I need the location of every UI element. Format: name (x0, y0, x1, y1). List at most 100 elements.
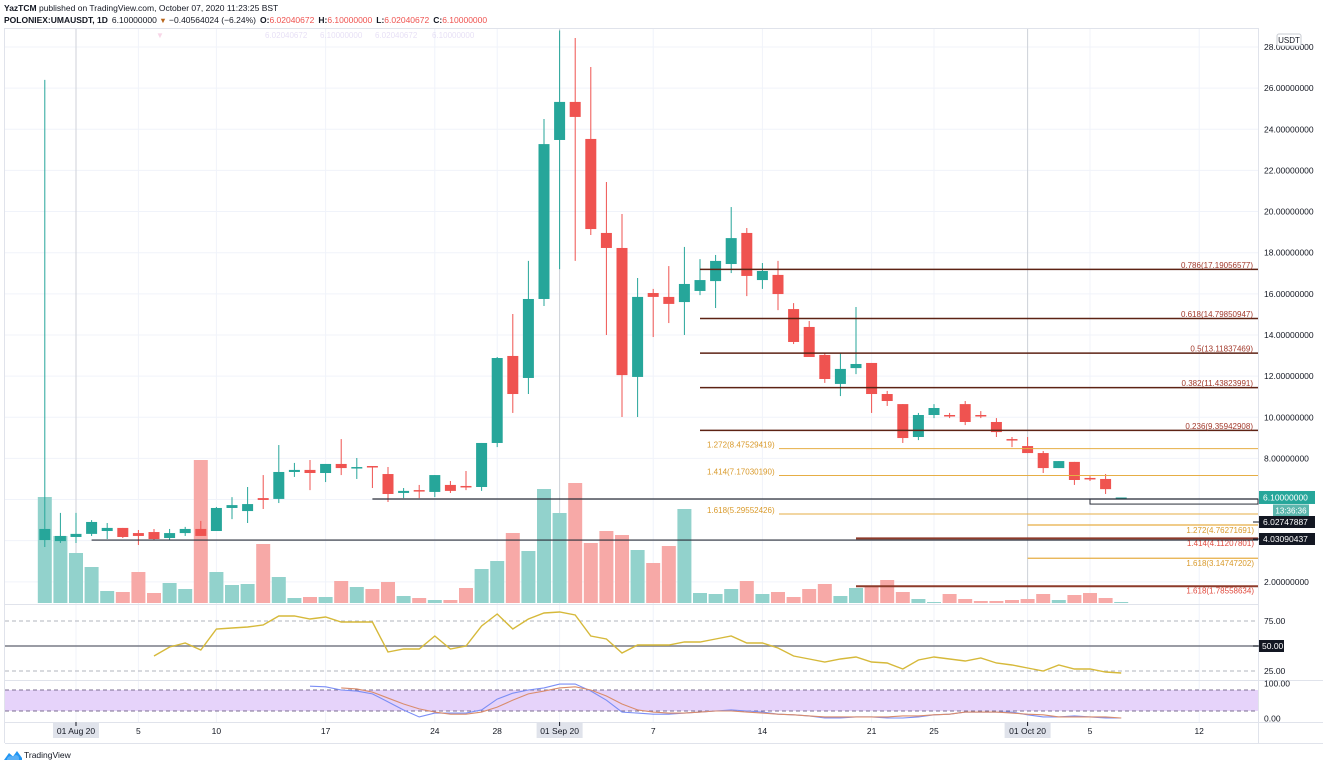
candlestick (211, 507, 222, 531)
volume-bar (131, 572, 145, 603)
brand-name: TradingView (24, 750, 71, 760)
price-axis[interactable] (1258, 28, 1323, 743)
fib-extension-red-label: 1.618(1.78558634) (1186, 587, 1254, 596)
volume-bar (818, 584, 832, 603)
candlestick (86, 520, 97, 536)
candle-body (819, 355, 830, 379)
high-label: H: (318, 15, 327, 25)
candle-body (102, 528, 113, 531)
candlestick (117, 528, 128, 538)
candle-body (336, 464, 347, 468)
candlestick (492, 357, 503, 447)
price-axis-label: 10.00000000 (1264, 412, 1314, 422)
close-label: C: (433, 15, 442, 25)
stoch-axis-label: 0.00 (1264, 714, 1281, 724)
volume-bar (475, 569, 489, 603)
tradingview-brand-link[interactable]: TradingView (4, 747, 71, 763)
ghost-value: 6.02040672 (265, 31, 307, 40)
candle-body (913, 415, 924, 437)
chart-panes[interactable] (5, 28, 1323, 743)
time-axis-label: 10 (212, 726, 222, 736)
open-value: 6.02040672 (269, 15, 314, 25)
volume-bar (599, 531, 613, 603)
price-axis-label: 22.00000000 (1264, 165, 1314, 175)
candle-body (679, 284, 690, 302)
volume-bar (771, 592, 785, 603)
volume-bar (833, 596, 847, 603)
candle-body (367, 466, 378, 468)
fib-extension-label: 1.618(5.29552426) (707, 506, 775, 515)
candle-body (86, 522, 97, 534)
volume-bar (303, 597, 317, 603)
volume-bar (958, 599, 972, 603)
price-axis-label: 26.00000000 (1264, 83, 1314, 93)
volume-bar (537, 489, 551, 603)
candle-body (398, 491, 409, 493)
price-pane[interactable] (5, 28, 1258, 604)
candle-body (866, 363, 877, 394)
candle-body (897, 404, 908, 438)
candle-body (289, 470, 300, 472)
volume-bar (1005, 600, 1019, 603)
candle-body (554, 102, 565, 140)
volume-bar (443, 600, 457, 603)
volume-bar (85, 567, 99, 603)
volume-bar (865, 587, 879, 603)
volume-bar (365, 589, 379, 603)
candle-body (944, 415, 955, 417)
candle-body (788, 309, 799, 342)
candle-body (835, 369, 846, 384)
volume-bar (272, 577, 286, 603)
candle-body (383, 474, 394, 494)
candle-body (133, 533, 144, 536)
volume-bar (927, 602, 941, 603)
time-axis-label: 25 (929, 726, 939, 736)
fib-retracement-label: 0.786(17.19056577) (1181, 261, 1253, 270)
candle-body (39, 529, 50, 540)
candle-body (539, 144, 550, 299)
volume-bar (256, 544, 270, 603)
author-name[interactable]: YazTCM (4, 3, 37, 13)
volume-bar (69, 553, 83, 603)
high-value: 6.10000000 (327, 15, 372, 25)
candle-body (476, 443, 487, 487)
rsi-pane[interactable] (5, 605, 1258, 680)
symbol-title[interactable]: POLONIEX:UMAUSDT, 1D (4, 15, 108, 25)
volume-bar (459, 588, 473, 603)
candle-body (570, 102, 581, 117)
time-axis-label: 17 (321, 726, 331, 736)
time-axis-label: 24 (430, 726, 440, 736)
volume-bar (209, 572, 223, 603)
candle-body (851, 364, 862, 368)
candle-body (663, 297, 674, 304)
last-price: 6.10000000 (112, 15, 157, 25)
candle-body (55, 536, 66, 541)
fib-extension-label: 1.272(8.47529419) (707, 441, 775, 450)
price-axis-label: 14.00000000 (1264, 330, 1314, 340)
countdown-label: 13:36:36 (1275, 506, 1307, 515)
volume-bar (677, 509, 691, 603)
price-axis-label: 18.00000000 (1264, 248, 1314, 258)
volume-bar (287, 598, 301, 603)
volume-bar (646, 563, 660, 603)
volume-bar (490, 561, 504, 603)
volume-bar (319, 597, 333, 603)
volume-bar (116, 592, 130, 603)
candle-body (492, 358, 503, 443)
candlestick (788, 303, 799, 344)
ghost-value: 6.10000000 (432, 31, 474, 40)
ghost-value: 6.10000000 (320, 31, 362, 40)
volume-bar (787, 597, 801, 603)
candle-body (1038, 453, 1049, 468)
volume-bar (974, 601, 988, 603)
volume-bar (896, 592, 910, 603)
volume-bar (989, 601, 1003, 603)
currency-badge-label: USDT (1278, 36, 1300, 45)
time-axis[interactable] (5, 722, 1258, 743)
candle-body (523, 299, 534, 378)
fib-retracement-label: 0.382(11.43823991) (1182, 379, 1254, 388)
candle-body (632, 297, 643, 377)
candle-body (195, 529, 206, 536)
